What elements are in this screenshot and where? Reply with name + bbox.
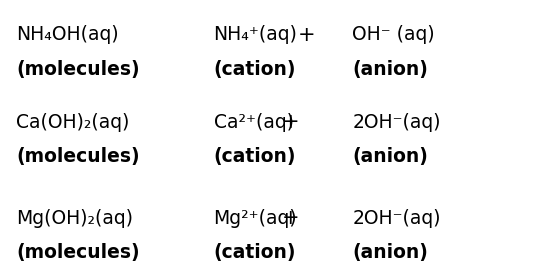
Text: (cation): (cation) xyxy=(214,60,296,79)
Text: (molecules): (molecules) xyxy=(16,147,140,167)
Text: (cation): (cation) xyxy=(214,243,296,262)
Text: +: + xyxy=(298,24,316,45)
Text: (anion): (anion) xyxy=(352,243,428,262)
Text: Mg(OH)₂(aq): Mg(OH)₂(aq) xyxy=(16,209,133,228)
Text: Ca(OH)₂(aq): Ca(OH)₂(aq) xyxy=(16,113,129,132)
Text: +: + xyxy=(282,112,300,132)
Text: 2OH⁻(aq): 2OH⁻(aq) xyxy=(352,209,441,228)
Text: NH₄OH(aq): NH₄OH(aq) xyxy=(16,25,119,44)
Text: (molecules): (molecules) xyxy=(16,243,140,262)
Text: OH⁻ (aq): OH⁻ (aq) xyxy=(352,25,435,44)
Text: +: + xyxy=(282,208,300,228)
Text: (molecules): (molecules) xyxy=(16,60,140,79)
Text: (anion): (anion) xyxy=(352,147,428,167)
Text: (anion): (anion) xyxy=(352,60,428,79)
Text: 2OH⁻(aq): 2OH⁻(aq) xyxy=(352,113,441,132)
Text: NH₄⁺(aq): NH₄⁺(aq) xyxy=(214,25,297,44)
Text: Mg²⁺(aq): Mg²⁺(aq) xyxy=(214,209,297,228)
Text: (cation): (cation) xyxy=(214,147,296,167)
Text: Ca²⁺(aq): Ca²⁺(aq) xyxy=(214,113,294,132)
